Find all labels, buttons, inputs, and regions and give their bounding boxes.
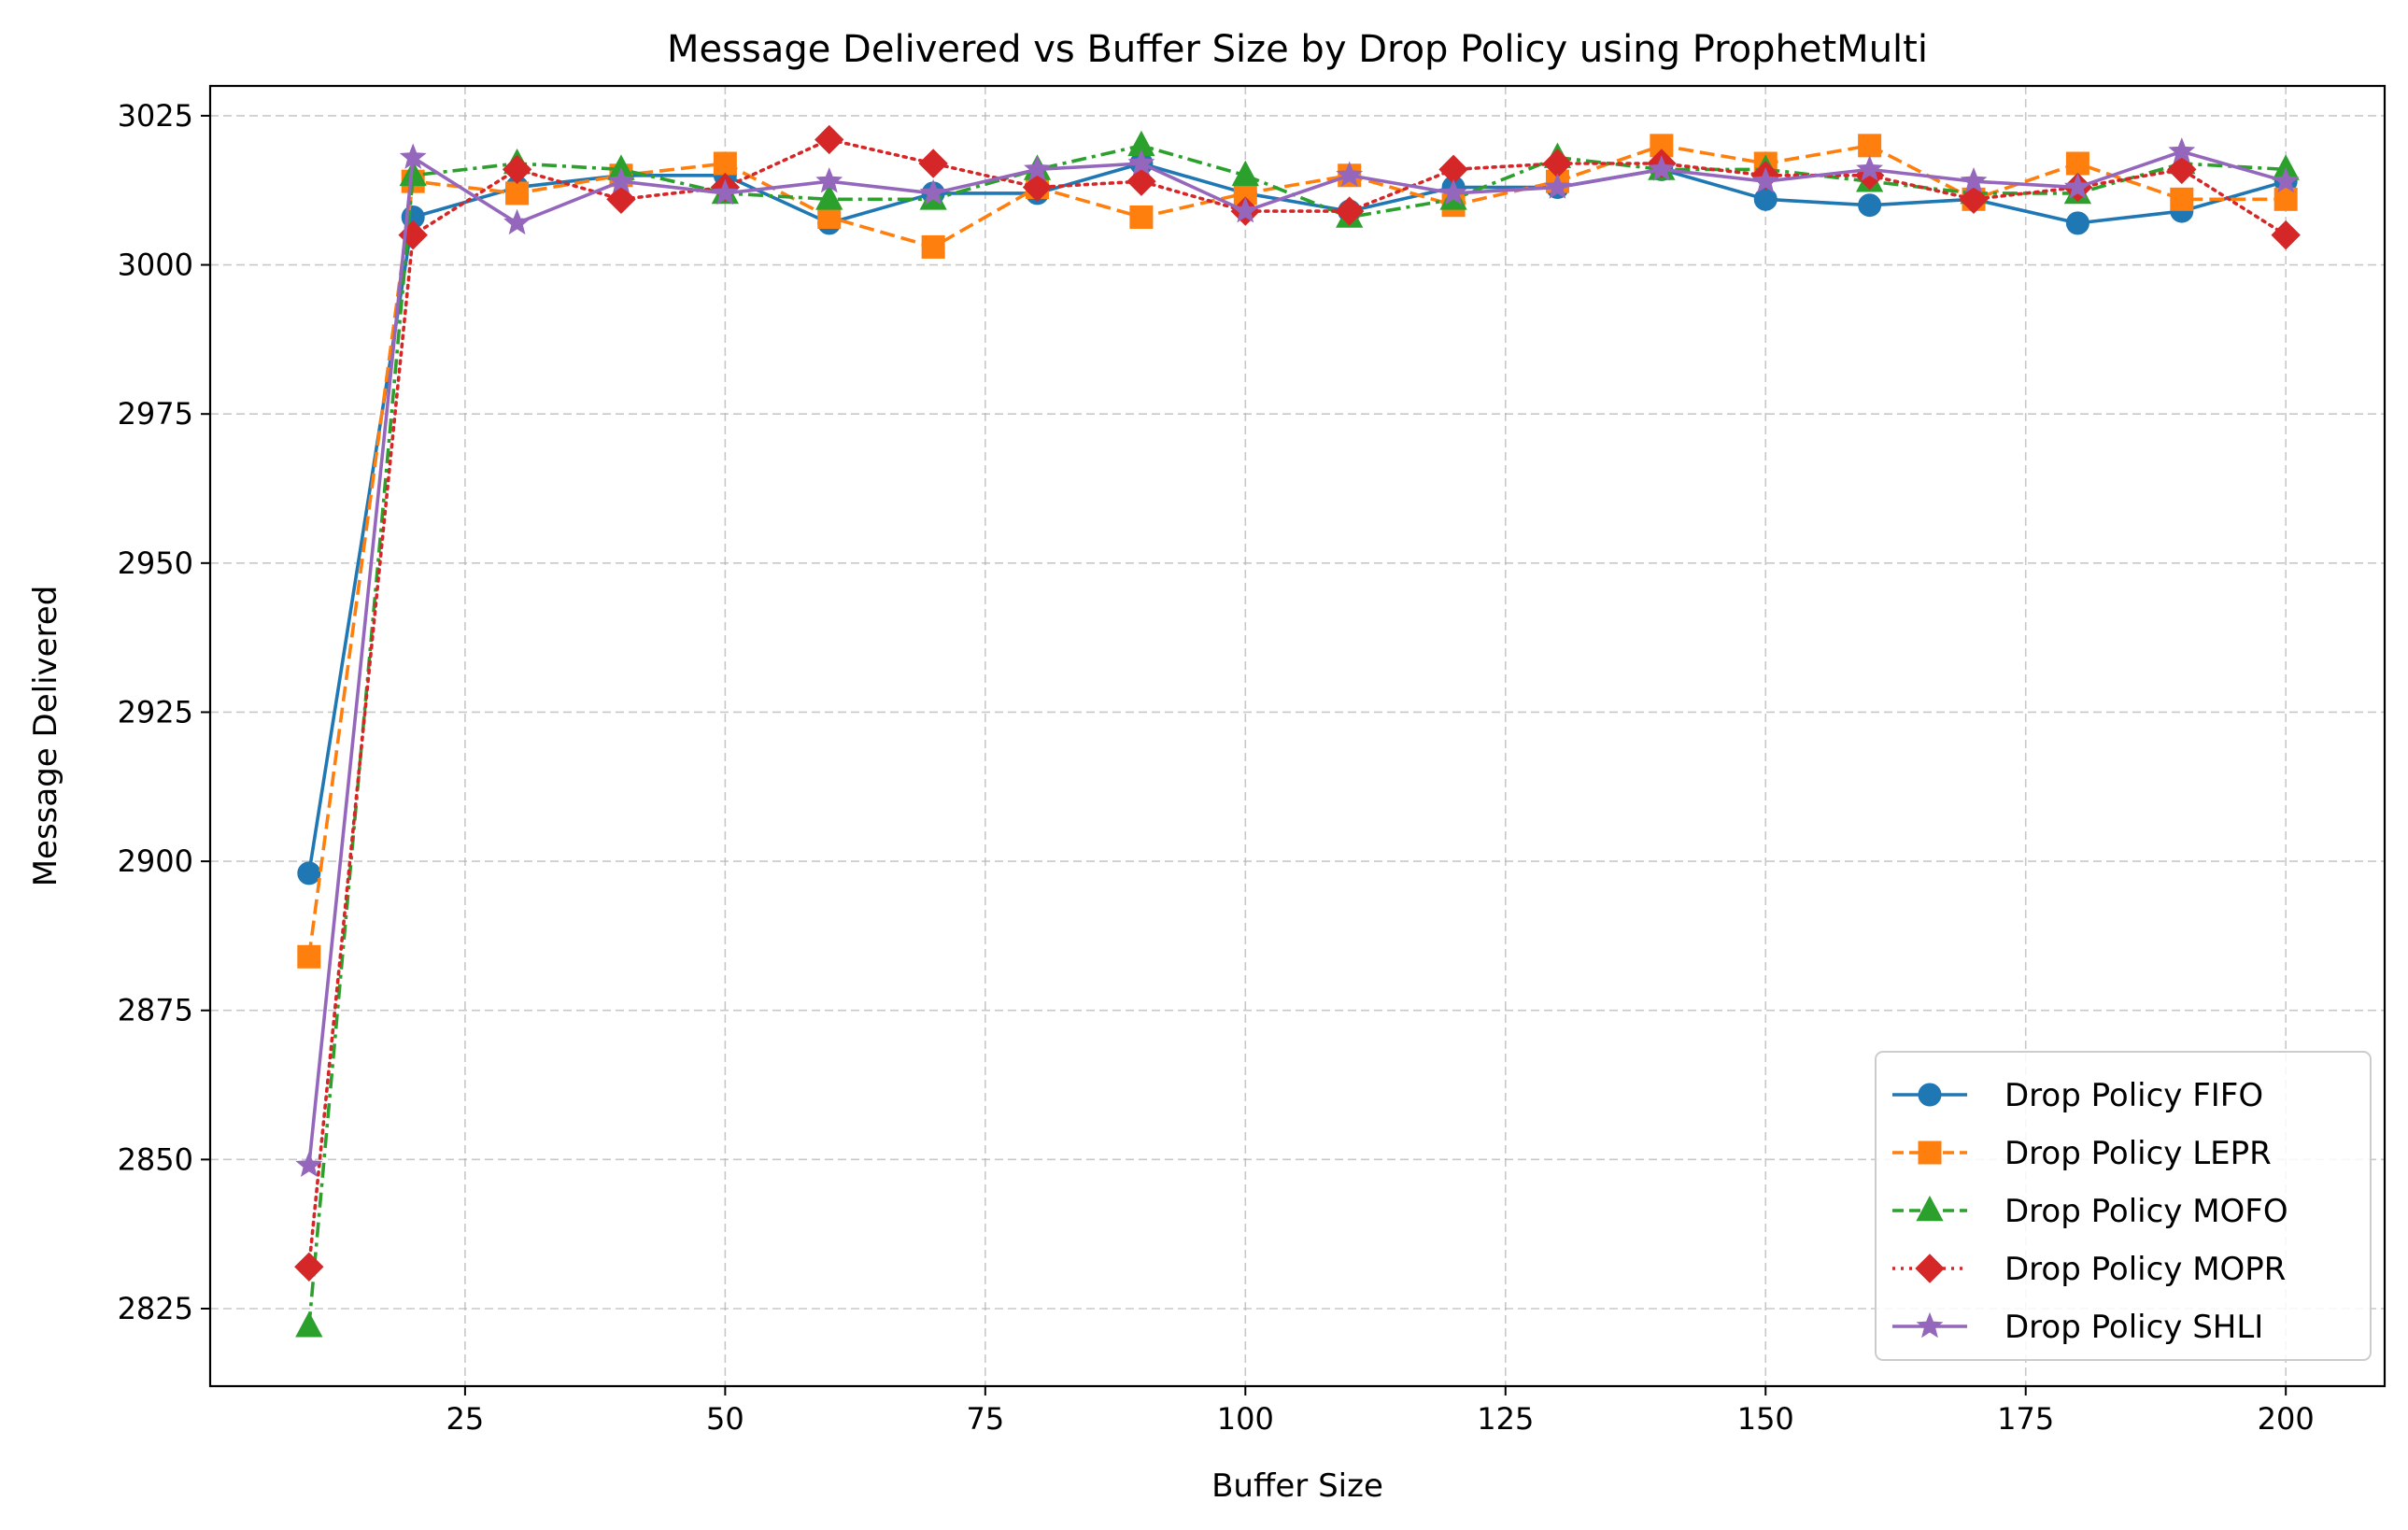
data-point (606, 184, 636, 215)
data-point (295, 1151, 323, 1178)
data-point (815, 184, 843, 210)
chart-title: Message Delivered vs Buffer Size by Drop… (667, 28, 1928, 71)
legend-marker (1918, 1083, 1942, 1107)
y-tick-label: 2850 (118, 1141, 193, 1177)
y-axis-label: Message Delivered (27, 586, 64, 887)
series-drop-policy-mopr (294, 124, 2301, 1282)
data-point (502, 154, 532, 185)
data-point (1231, 160, 1259, 187)
y-tick-label: 3025 (118, 98, 193, 134)
legend-label: Drop Policy MOFO (2004, 1193, 2288, 1230)
legend-marker (1916, 1195, 1944, 1222)
y-tick-label: 2975 (118, 396, 193, 432)
x-tick-label: 100 (1217, 1401, 1274, 1437)
data-point (607, 167, 635, 193)
legend-entry: Drop Policy SHLI (1892, 1309, 2263, 1346)
data-point (2168, 137, 2196, 163)
ticks: 25 50 75 100 125 150 175 200 2825 2850 2875 2900 292… (118, 98, 2315, 1437)
data-point (713, 151, 737, 176)
data-point (1129, 205, 1154, 229)
series-line (307, 144, 2287, 1327)
legend-entry: Drop Policy FIFO (1892, 1077, 2263, 1114)
data-point (505, 181, 530, 205)
data-point (921, 234, 945, 259)
data-point (1022, 172, 1053, 203)
series-line (307, 162, 2287, 874)
data-point (919, 178, 947, 205)
series-line (307, 149, 2287, 1166)
legend-marker (1915, 1254, 1945, 1283)
data-point (711, 178, 739, 205)
legend-label: Drop Policy LEPR (2004, 1135, 2272, 1172)
data-point (1856, 155, 1884, 181)
x-tick-label: 25 (446, 1401, 485, 1437)
data-point (1126, 166, 1156, 196)
data-point (1334, 196, 1365, 226)
legend-entry: Drop Policy MOPR (1892, 1251, 2286, 1288)
data-point (1858, 134, 1882, 158)
data-point (2167, 154, 2197, 185)
x-tick-label: 50 (706, 1401, 744, 1437)
data-point (1858, 193, 1882, 218)
series-line (307, 137, 2288, 1269)
x-tick-label: 150 (1737, 1401, 1794, 1437)
x-tick-label: 200 (2258, 1401, 2315, 1437)
legend-label: Drop Policy SHLI (2004, 1309, 2263, 1346)
series-layer (294, 124, 2301, 1338)
legend-marker (1916, 1311, 1944, 1339)
legend-marker (1918, 1140, 1942, 1165)
data-point (2272, 167, 2300, 193)
legend-label: Drop Policy FIFO (2004, 1077, 2263, 1114)
y-tick-label: 3000 (118, 248, 193, 283)
data-point (503, 208, 531, 235)
data-point (2170, 187, 2194, 211)
legend: Drop Policy FIFO Drop Policy LEPR Drop Pol… (1875, 1051, 2372, 1361)
x-axis-label: Buffer Size (1211, 1467, 1383, 1505)
y-tick-label: 2950 (118, 545, 193, 581)
data-point (1751, 167, 1779, 193)
x-tick-label: 75 (966, 1401, 1004, 1437)
y-tick-label: 2925 (118, 694, 193, 730)
y-tick-label: 2900 (118, 843, 193, 879)
data-point (297, 944, 321, 969)
legend-entry: Drop Policy MOFO (1892, 1193, 2288, 1230)
data-point (294, 1252, 324, 1282)
legend-entry: Drop Policy LEPR (1892, 1135, 2272, 1172)
y-tick-label: 2875 (118, 993, 193, 1028)
data-point (1024, 155, 1051, 181)
data-point (297, 861, 321, 885)
data-point (2065, 151, 2089, 176)
plot-frame (208, 84, 2387, 1388)
data-point (814, 124, 844, 155)
data-point (1127, 149, 1155, 176)
data-point (1231, 196, 1259, 223)
legend-frame (1875, 1051, 2372, 1361)
data-point (1439, 178, 1467, 205)
series-drop-policy-shli (295, 137, 2300, 1178)
data-point (1336, 161, 1364, 188)
data-point (815, 167, 843, 193)
x-tick-label: 175 (1997, 1401, 2054, 1437)
data-point (2063, 173, 2091, 199)
data-point (2065, 211, 2089, 235)
data-point (295, 1311, 323, 1338)
data-point (1648, 155, 1676, 181)
data-point (1544, 173, 1571, 199)
data-point (918, 149, 948, 178)
data-point (2271, 220, 2301, 250)
y-tick-label: 2825 (118, 1291, 193, 1326)
x-tick-label: 125 (1477, 1401, 1534, 1437)
data-point (1960, 167, 1988, 193)
legend-label: Drop Policy MOPR (2004, 1251, 2286, 1288)
data-point (399, 143, 427, 169)
data-point (1959, 184, 1989, 215)
